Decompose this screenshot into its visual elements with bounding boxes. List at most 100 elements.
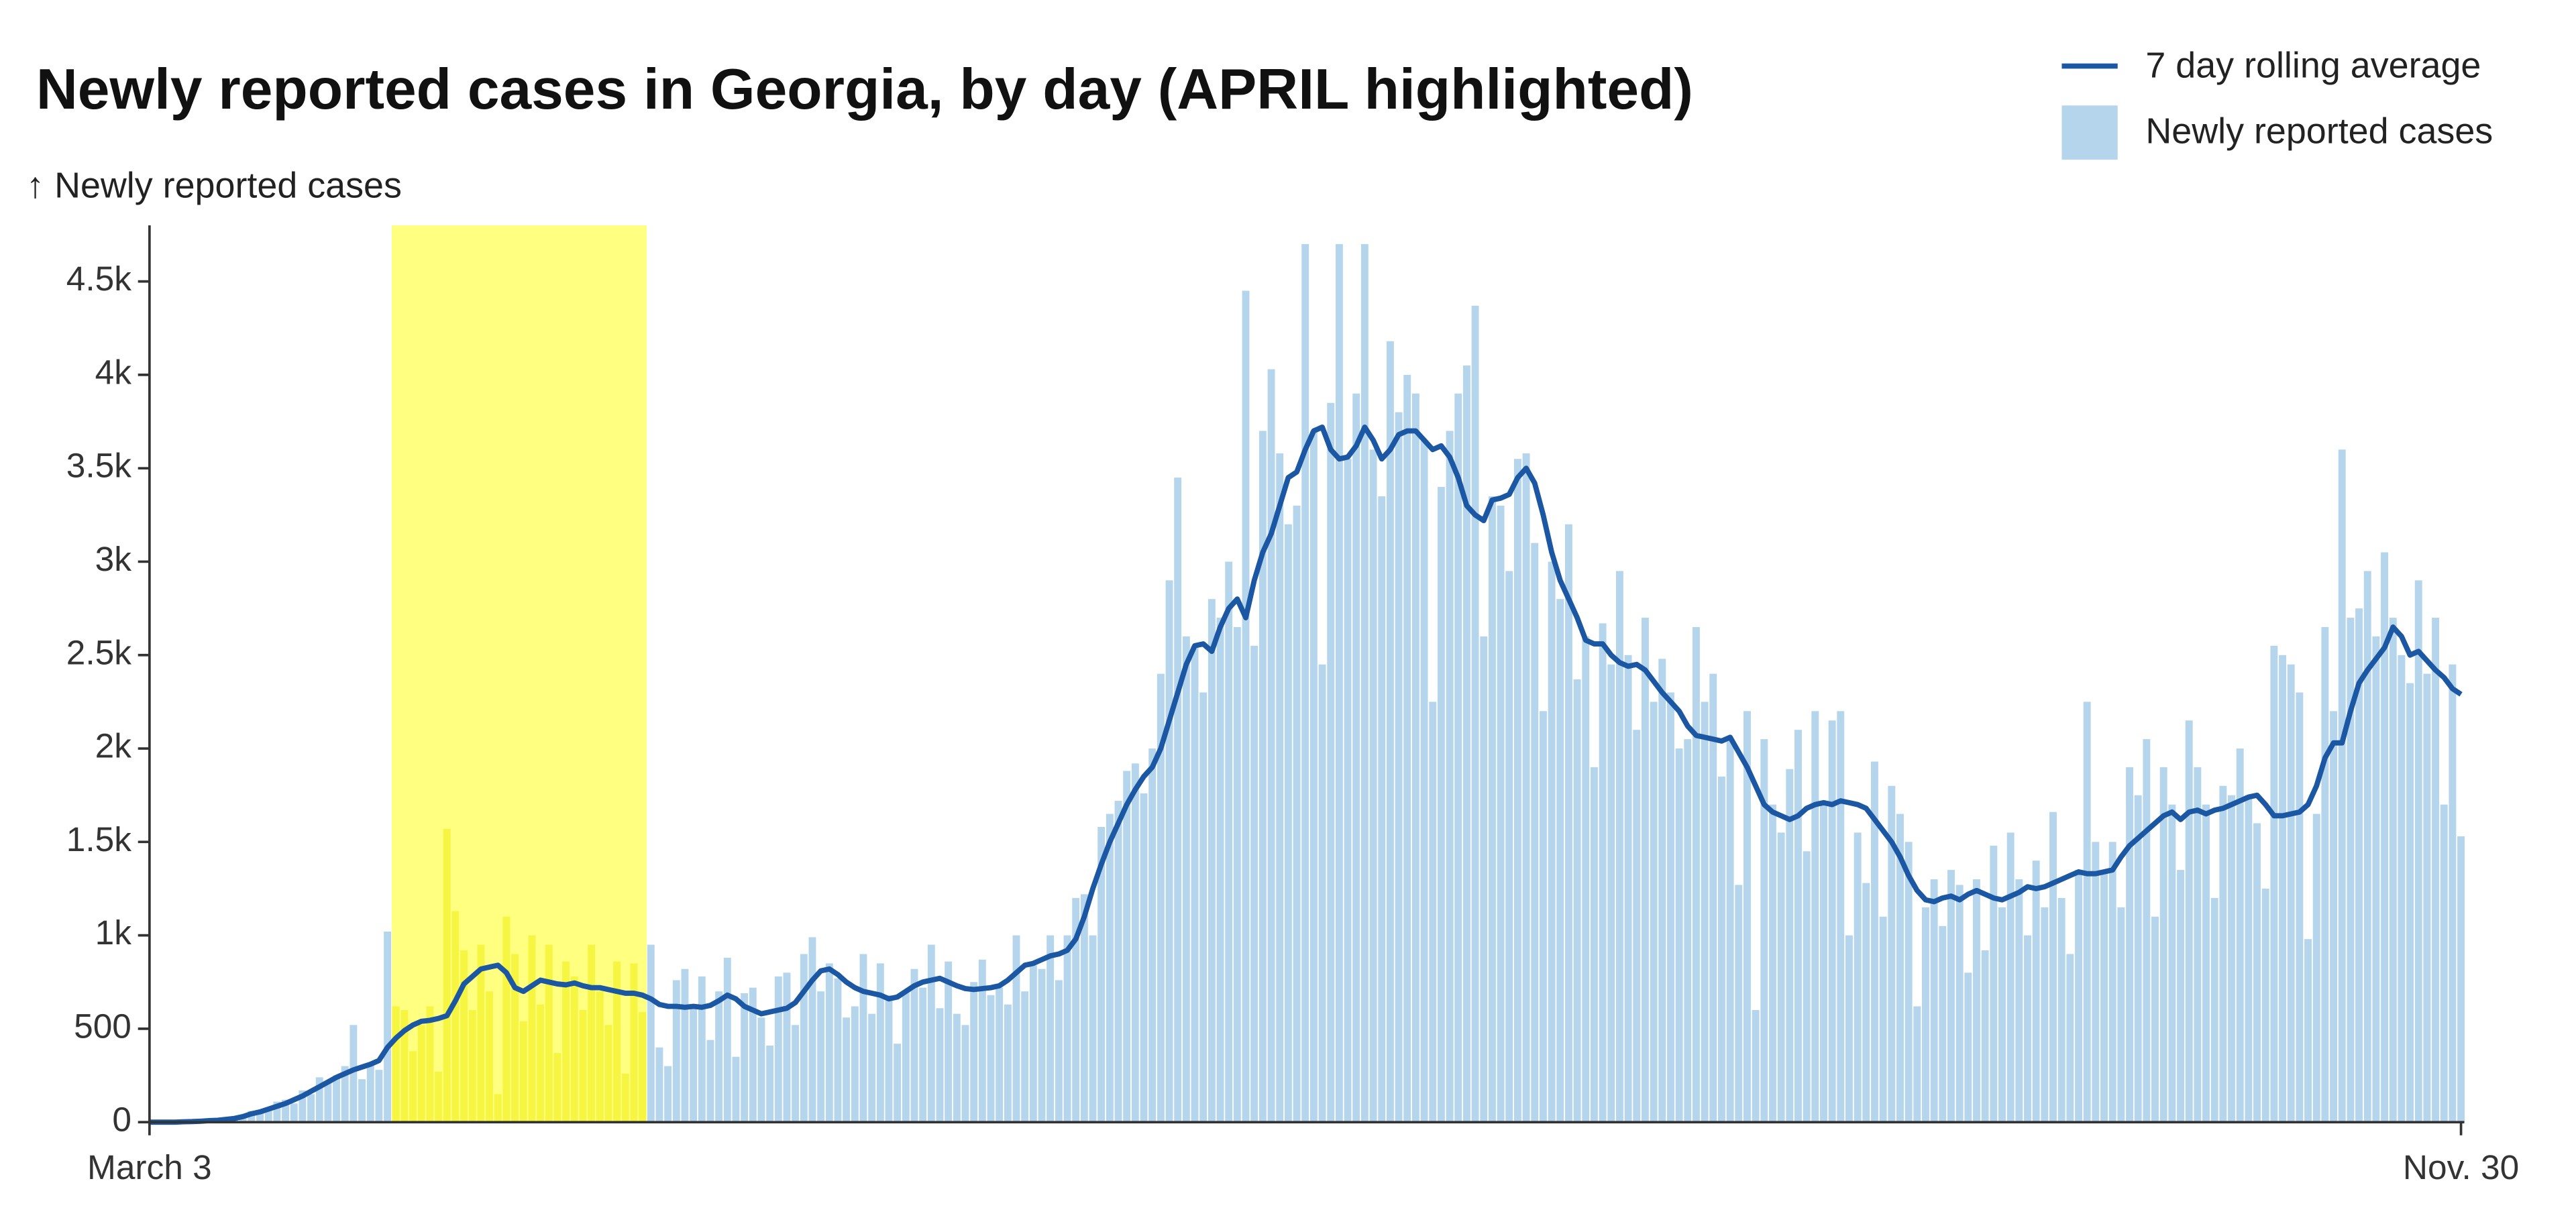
- bar: [2355, 608, 2363, 1123]
- bar: [706, 1040, 714, 1123]
- bar: [1267, 369, 1275, 1123]
- bar: [2261, 888, 2269, 1123]
- bar: [1641, 618, 1649, 1123]
- bar: [859, 954, 867, 1123]
- bar: [2117, 907, 2125, 1123]
- bar: [1862, 883, 1870, 1123]
- bar: [2177, 870, 2184, 1123]
- bar: [333, 1075, 341, 1123]
- bar: [1046, 935, 1055, 1123]
- bar: [902, 991, 910, 1123]
- bar: [1012, 935, 1020, 1123]
- bar: [1148, 748, 1157, 1123]
- bar: [2185, 720, 2193, 1123]
- bar: [1590, 767, 1598, 1123]
- bar: [1233, 626, 1241, 1123]
- x-tick-label: March 3: [87, 1148, 212, 1186]
- bar: [1114, 801, 1122, 1123]
- bar: [1471, 305, 1479, 1123]
- bar: [2245, 795, 2253, 1123]
- bar: [596, 991, 604, 1123]
- bar: [1395, 412, 1403, 1123]
- bar: [2100, 870, 2108, 1123]
- bar: [502, 916, 511, 1123]
- bar: [672, 980, 680, 1123]
- bar: [1854, 832, 1862, 1123]
- bar: [996, 987, 1004, 1123]
- bar: [1284, 524, 1292, 1123]
- bar: [435, 1071, 443, 1123]
- bar: [1701, 702, 1709, 1123]
- bar: [978, 959, 986, 1123]
- bar: [417, 1025, 425, 1123]
- bar: [443, 828, 451, 1123]
- bar: [2432, 618, 2440, 1123]
- bar: [1174, 478, 1182, 1123]
- y-tick-label: 4k: [95, 352, 132, 391]
- bar: [2151, 916, 2159, 1123]
- bar: [1072, 897, 1080, 1123]
- bar: [1437, 487, 1445, 1123]
- bar: [1225, 561, 1233, 1123]
- bar: [494, 1094, 502, 1123]
- bar: [1820, 804, 1827, 1123]
- bar: [749, 987, 757, 1123]
- bar: [1556, 599, 1564, 1123]
- bar: [2279, 655, 2286, 1123]
- bar: [1488, 496, 1496, 1123]
- bar: [2363, 571, 2371, 1123]
- bar: [511, 954, 519, 1123]
- bar: [1191, 645, 1199, 1123]
- bar: [1615, 571, 1623, 1123]
- bar: [1140, 793, 1148, 1123]
- bar: [1327, 402, 1335, 1123]
- bar: [1454, 393, 1462, 1123]
- bar: [2440, 804, 2448, 1123]
- bar: [460, 950, 468, 1123]
- bar: [1947, 870, 1955, 1123]
- bar: [477, 944, 485, 1123]
- bar: [2202, 804, 2210, 1123]
- bar: [715, 991, 723, 1123]
- bar: [1505, 571, 1513, 1123]
- bar: [409, 1051, 417, 1123]
- bar: [392, 1006, 400, 1123]
- bar: [1123, 771, 1131, 1123]
- bar: [894, 1044, 902, 1123]
- bar: [2041, 907, 2049, 1123]
- bar: [1276, 453, 1284, 1123]
- bar: [1743, 711, 1751, 1123]
- bar: [1080, 894, 1088, 1123]
- bar: [851, 1006, 859, 1123]
- bar: [273, 1101, 281, 1123]
- bar: [1888, 785, 1896, 1123]
- bar: [1106, 814, 1114, 1123]
- bar: [375, 1070, 383, 1123]
- y-tick-label: 3.5k: [66, 446, 131, 485]
- bar: [2372, 636, 2380, 1123]
- bar: [1344, 459, 1352, 1123]
- bar: [1684, 739, 1692, 1123]
- bar: [1029, 965, 1037, 1123]
- bar: [647, 944, 655, 1123]
- bar: [1913, 1006, 1921, 1123]
- bar: [1199, 692, 1208, 1123]
- bar: [681, 968, 689, 1123]
- bar: [1973, 879, 1980, 1123]
- bar: [1726, 739, 1734, 1123]
- bar: [1922, 907, 1929, 1123]
- bar: [256, 1113, 264, 1123]
- bar: [1378, 496, 1386, 1123]
- bar: [2108, 842, 2116, 1123]
- bar: [1522, 453, 1530, 1123]
- bar: [1981, 950, 1989, 1123]
- bar: [1573, 679, 1581, 1123]
- bar: [1038, 968, 1046, 1123]
- bar: [1837, 711, 1845, 1123]
- bar: [1904, 842, 1913, 1123]
- bar: [1930, 879, 1938, 1123]
- bar: [1777, 832, 1785, 1123]
- bar: [2423, 673, 2431, 1123]
- bar: [1811, 711, 1819, 1123]
